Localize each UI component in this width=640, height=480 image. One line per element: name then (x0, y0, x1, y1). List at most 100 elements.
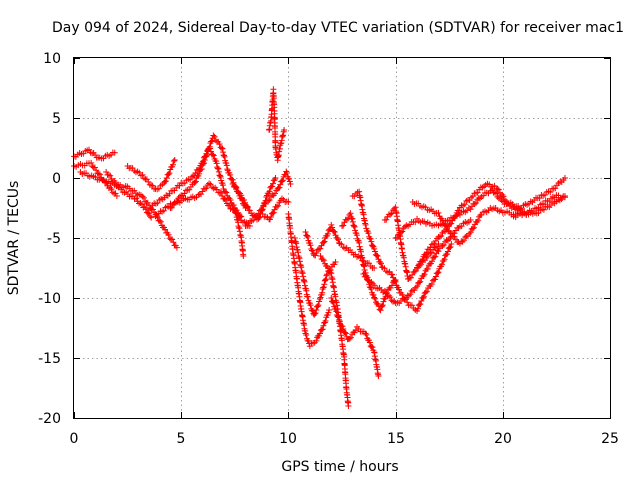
data-point (366, 339, 373, 346)
data-point (400, 225, 407, 232)
series-17 (328, 295, 382, 379)
data-point (149, 182, 156, 189)
data-point (89, 163, 96, 170)
data-point (203, 152, 210, 159)
data-point (202, 185, 209, 192)
data-point (322, 318, 329, 325)
series-20 (360, 217, 474, 307)
data-point (198, 191, 205, 198)
data-point (217, 172, 224, 179)
data-point (461, 201, 468, 208)
data-point (241, 197, 248, 204)
data-point (351, 222, 358, 229)
data-point (333, 308, 340, 315)
data-point (262, 201, 269, 208)
data-point (309, 247, 316, 254)
data-point (112, 179, 119, 186)
data-point (330, 299, 337, 306)
data-point (330, 228, 337, 235)
data-point (432, 253, 439, 260)
data-point (170, 239, 177, 246)
series-1 (71, 146, 118, 162)
data-point (412, 267, 419, 274)
data-point (377, 259, 384, 266)
data-point (339, 323, 346, 330)
data-point (332, 259, 339, 265)
data-point (307, 242, 314, 249)
y-tick-label: -20 (38, 411, 61, 427)
data-point (224, 166, 231, 173)
data-point (176, 193, 183, 200)
y-tick-label: 10 (43, 51, 61, 67)
data-point (419, 256, 426, 263)
data-point (385, 292, 392, 299)
data-point (226, 202, 233, 209)
data-point (208, 138, 215, 145)
data-point (322, 276, 329, 283)
data-point (142, 206, 149, 213)
plot-frame (73, 57, 611, 419)
data-point (363, 225, 370, 232)
data-point (367, 235, 374, 242)
data-point (443, 226, 450, 233)
data-point (451, 233, 458, 240)
data-point (273, 203, 280, 210)
series-4 (124, 157, 178, 193)
data-point (351, 223, 358, 230)
data-point (428, 241, 435, 248)
series-12 (259, 195, 292, 223)
data-point (206, 180, 213, 187)
data-point (446, 244, 453, 251)
data-point (455, 224, 462, 231)
data-point (372, 248, 379, 255)
series-21 (381, 204, 442, 282)
data-point (375, 373, 382, 379)
data-point (244, 203, 251, 210)
data-point (347, 334, 354, 341)
data-point (365, 230, 372, 237)
data-point (223, 162, 230, 169)
data-point (336, 316, 343, 323)
data-point (276, 184, 283, 191)
data-point (139, 193, 146, 200)
x-tick-labels: 0 5 10 15 20 25 (70, 431, 619, 447)
data-point (441, 256, 448, 263)
data-point (203, 185, 210, 192)
data-point (327, 269, 334, 276)
data-point (321, 238, 328, 245)
data-point (272, 175, 279, 181)
data-point (227, 171, 234, 178)
data-point (389, 207, 396, 214)
data-point (283, 170, 290, 177)
data-point (278, 178, 285, 185)
data-point (269, 183, 276, 190)
data-point (416, 279, 423, 286)
data-point (275, 202, 282, 209)
data-point (219, 182, 226, 189)
data-point (219, 145, 226, 152)
data-point (272, 190, 278, 197)
data-point (428, 249, 435, 256)
data-point (304, 233, 311, 240)
data-point (371, 294, 378, 301)
data-point (229, 181, 236, 187)
data-point (105, 171, 112, 178)
y-axis-label: SDTVAR / TECUs (6, 181, 22, 296)
data-point (221, 153, 228, 160)
data-point (374, 253, 381, 260)
data-point (222, 188, 229, 195)
x-tick-label: 15 (387, 431, 405, 447)
data-point (157, 218, 164, 225)
data-point (417, 300, 424, 307)
data-point (381, 287, 388, 294)
data-point (347, 210, 354, 217)
data-point (455, 207, 462, 214)
data-point (324, 230, 331, 237)
data-point (147, 213, 154, 220)
series-19 (349, 188, 455, 314)
data-point (343, 216, 350, 223)
data-point (313, 307, 320, 314)
x-tick-label: 0 (70, 431, 79, 447)
data-point (423, 288, 430, 295)
data-point (418, 297, 425, 304)
